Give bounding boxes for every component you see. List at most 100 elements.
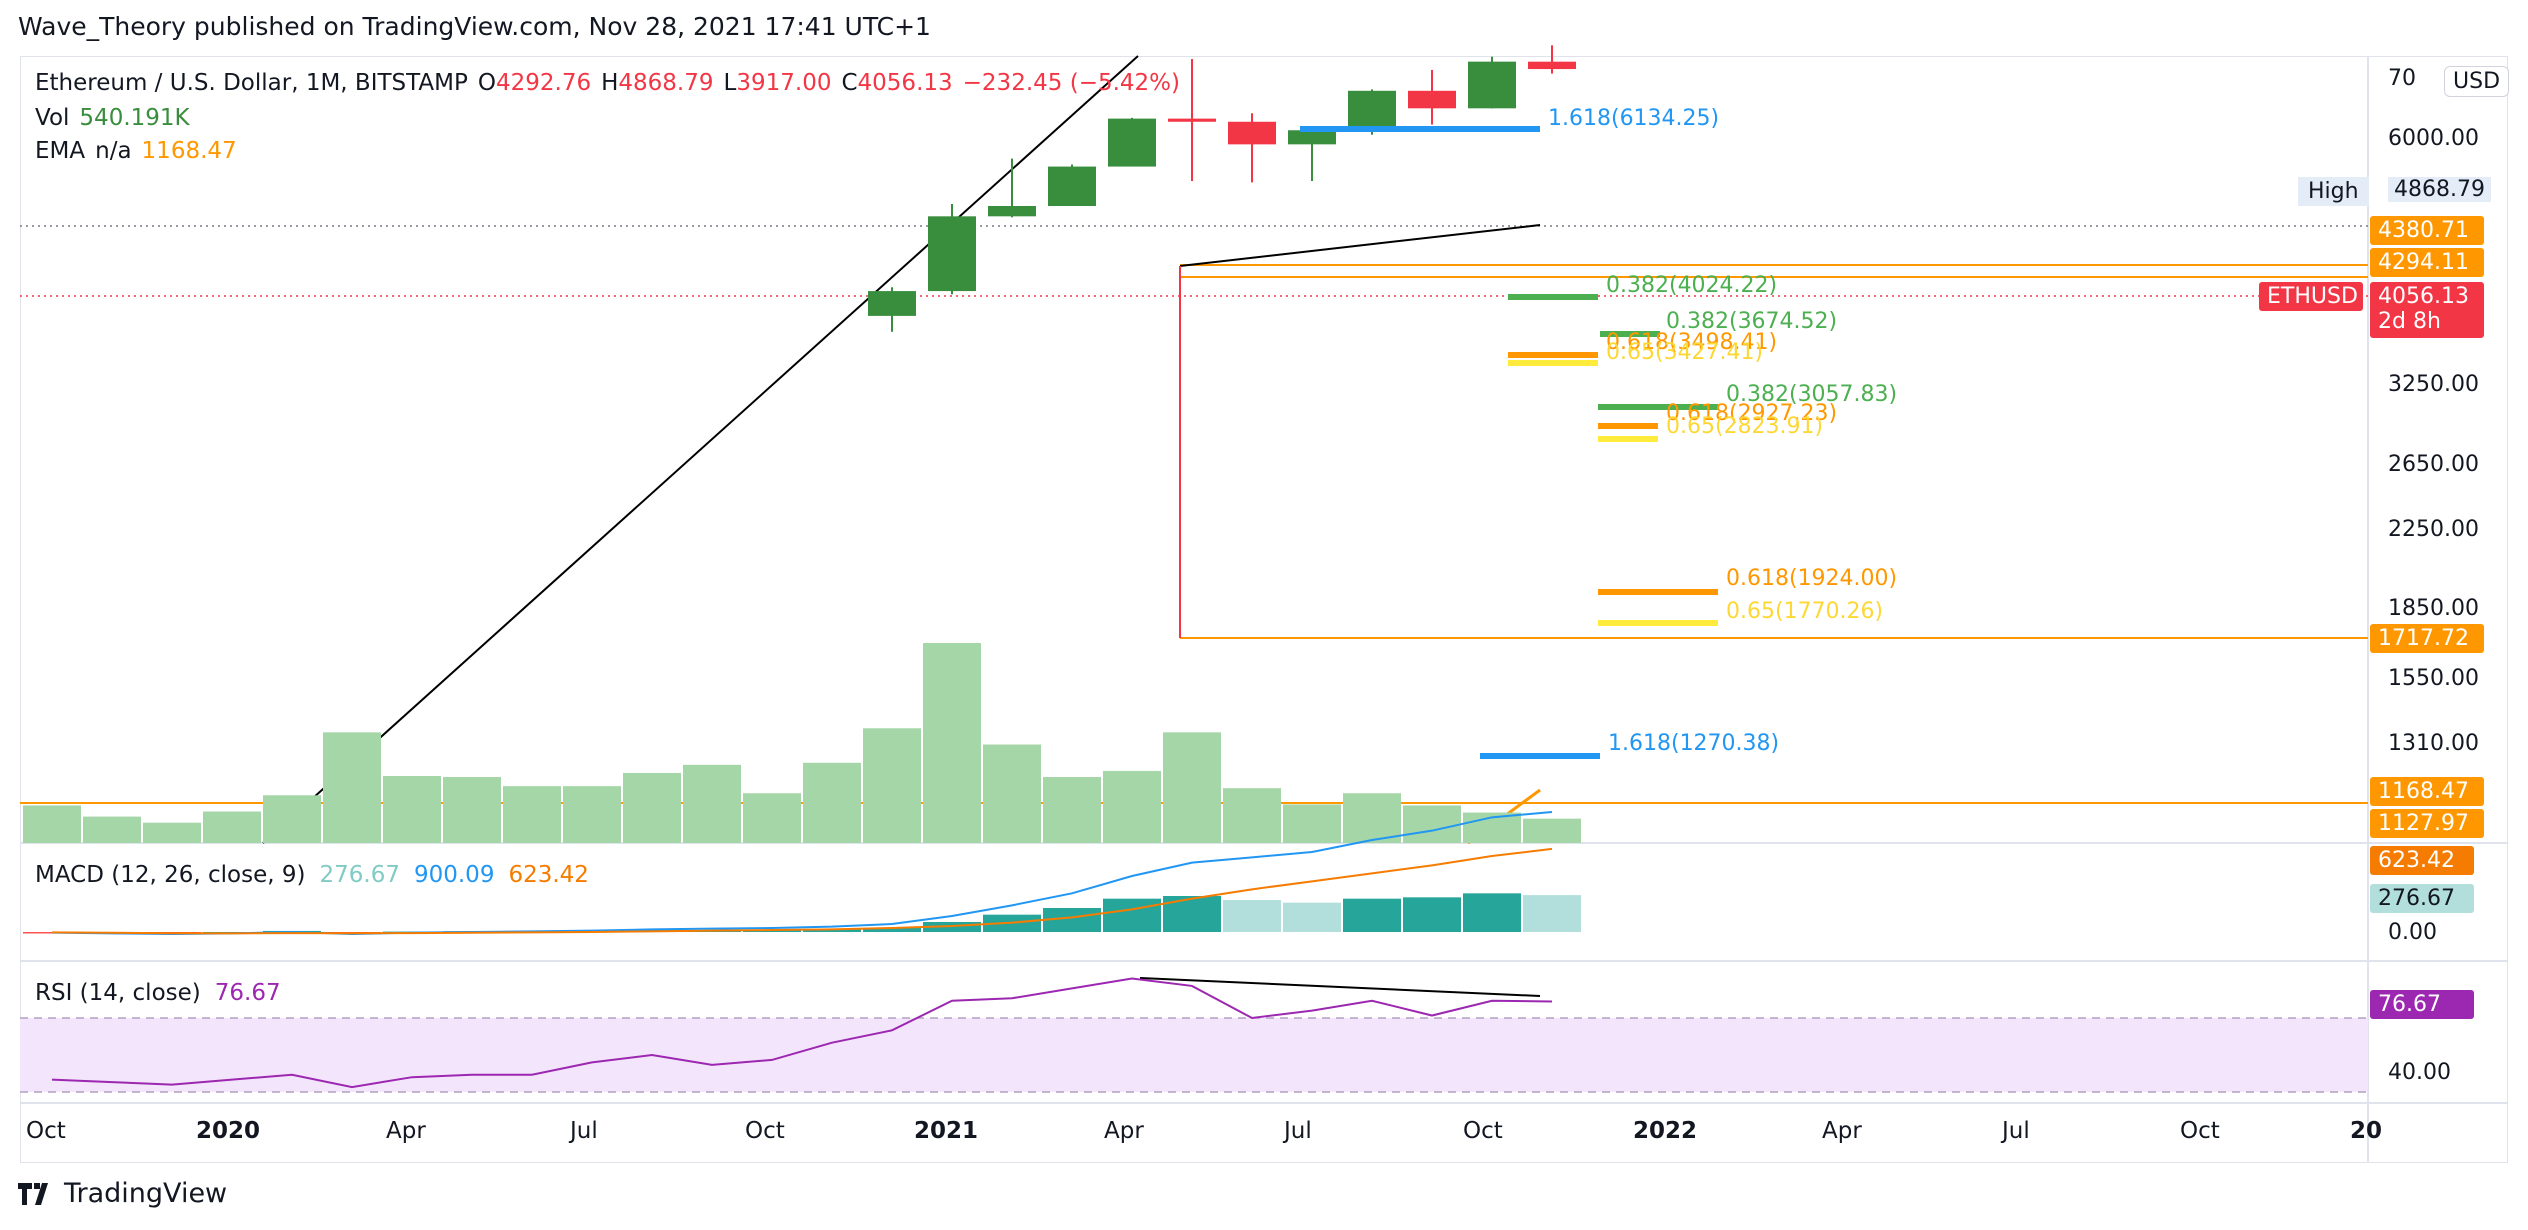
time-axis-label: 2022 (1633, 1118, 1698, 1144)
legend-change: −232.45 (−5.42%) (962, 70, 1180, 96)
price-axis-label: 6000.00 (2388, 126, 2479, 151)
volume-bar (443, 777, 501, 843)
fib-line-0382-c (1598, 404, 1718, 410)
volume-bar (1103, 770, 1161, 843)
price-tag-4294: 4294.11 (2370, 248, 2484, 277)
fib-label: 0.65(2823.91) (1666, 414, 1824, 439)
time-axis-label: 2020 (196, 1118, 261, 1144)
legend-volume: Vol 540.191K (35, 105, 200, 131)
fib-line-0618-c (1598, 589, 1718, 595)
macd-signal-value: 623.42 (508, 862, 589, 888)
macd-histogram-bar (803, 929, 861, 932)
macd-histogram-bar (1523, 895, 1581, 932)
publisher-line: Wave_Theory published on TradingView.com… (18, 12, 931, 41)
price-axis-label: 1550.00 (2388, 666, 2479, 691)
rsi-band (20, 1018, 2368, 1092)
macd-histogram-bar (1343, 898, 1401, 932)
volume-bar (383, 775, 441, 843)
price-axis-label: 1850.00 (2388, 596, 2479, 621)
macd-signal-tag: 623.42 (2370, 846, 2474, 875)
volume-bar (863, 728, 921, 843)
macd-label: MACD (12, 26, close, 9) (35, 862, 306, 888)
volume-bar (503, 786, 561, 843)
high-label: High (2298, 177, 2369, 206)
volume-bar (1523, 818, 1581, 843)
macd-histogram-bar (1223, 900, 1281, 932)
price-axis-label: 1310.00 (2388, 731, 2479, 756)
last-price-tag: 4056.13 2d 8h (2370, 282, 2484, 338)
legend-low: 3917.00 (736, 70, 832, 96)
rsi-40-label: 40.00 (2388, 1060, 2451, 1085)
candle-body (1168, 118, 1216, 122)
fib-label: 0.618(2927.23) (1666, 401, 1838, 426)
rsi-legend: RSI (14, close) 76.67 (35, 980, 295, 1006)
volume-bar (1223, 788, 1281, 843)
macd-legend: MACD (12, 26, close, 9) 276.67 900.09 623.4… (35, 862, 603, 888)
fib-label: 0.382(3674.52) (1666, 309, 1838, 334)
volume-bar (743, 793, 801, 843)
currency-button[interactable]: USD (2444, 66, 2510, 97)
legend-close: 4056.13 (857, 70, 953, 96)
volume-bar (1283, 804, 1341, 843)
bar-countdown: 2d 8h (2378, 309, 2441, 334)
fib-line-065-b (1598, 436, 1658, 442)
volume-bar (803, 762, 861, 843)
tradingview-brand: TradingView (64, 1178, 228, 1209)
volume-bars (23, 643, 1581, 843)
time-axis-label: Oct (1463, 1118, 1503, 1144)
last-price-value: 4056.13 (2378, 284, 2469, 309)
fib-line-0618-a (1508, 352, 1598, 358)
fib-line-1618-lower (1480, 753, 1600, 759)
trend-line-diagonal (262, 55, 1139, 844)
fib-label: 1.618(6134.25) (1548, 106, 1720, 131)
volume-bar (83, 816, 141, 843)
volume-bar (983, 744, 1041, 843)
candle-body (868, 291, 916, 316)
price-axis-label: 70 (2388, 66, 2416, 91)
rsi-label: RSI (14, close) (35, 980, 201, 1006)
volume-bar (143, 822, 201, 843)
time-axis-label: Oct (2180, 1118, 2220, 1144)
legend-vol-value: 540.191K (79, 105, 190, 131)
time-axis-label: Apr (386, 1118, 426, 1144)
fib-label: 0.65(1770.26) (1726, 599, 1884, 624)
legend-symbol: Ethereum / U.S. Dollar, 1M, BITSTAMP (35, 70, 468, 96)
time-axis-label: Oct (745, 1118, 785, 1144)
volume-bar (563, 786, 621, 843)
volume-bar (1403, 805, 1461, 843)
legend-ema-param: n/a (95, 138, 132, 164)
candle-body (1528, 61, 1576, 70)
fib-label: 0.618(1924.00) (1726, 566, 1898, 591)
legend-high-label: H (601, 70, 619, 96)
chart-frame (20, 56, 2508, 1163)
volume-bar (623, 772, 681, 843)
legend-high: 4868.79 (618, 70, 714, 96)
candle-body (1108, 118, 1156, 167)
price-tag-ema: 1168.47 (2370, 777, 2484, 806)
symbol-tag: ETHUSD (2259, 282, 2363, 311)
tradingview-logo[interactable]: TradingView (18, 1178, 227, 1209)
volume-bar (1343, 793, 1401, 843)
fib-label: 0.382(3057.83) (1726, 382, 1898, 407)
legend-open-label: O (477, 70, 496, 96)
macd-histogram-bar (1283, 902, 1341, 932)
fib-line-065-c (1598, 620, 1718, 626)
macd-zero-label: 0.00 (2388, 920, 2437, 945)
time-axis-label: 20 (2350, 1118, 2383, 1144)
fib-line-0382-a (1508, 294, 1598, 300)
macd-histogram-bar (863, 928, 921, 932)
fib-line-065-a (1508, 360, 1598, 366)
price-axis-label: 3250.00 (2388, 372, 2479, 397)
price-tag-1717: 1717.72 (2370, 624, 2484, 653)
rsi-value: 76.67 (214, 980, 281, 1006)
volume-bar (203, 811, 261, 843)
fib-line-1618-upper (1300, 126, 1540, 132)
time-axis-label: Apr (1104, 1118, 1144, 1144)
time-axis-label: Oct (26, 1118, 66, 1144)
legend-ohlc: Ethereum / U.S. Dollar, 1M, BITSTAMP O429… (35, 70, 1190, 96)
legend-close-label: C (841, 70, 858, 96)
trend-line-top (1179, 224, 1541, 267)
volume-bar (323, 732, 381, 843)
rsi-line (51, 977, 1553, 1089)
